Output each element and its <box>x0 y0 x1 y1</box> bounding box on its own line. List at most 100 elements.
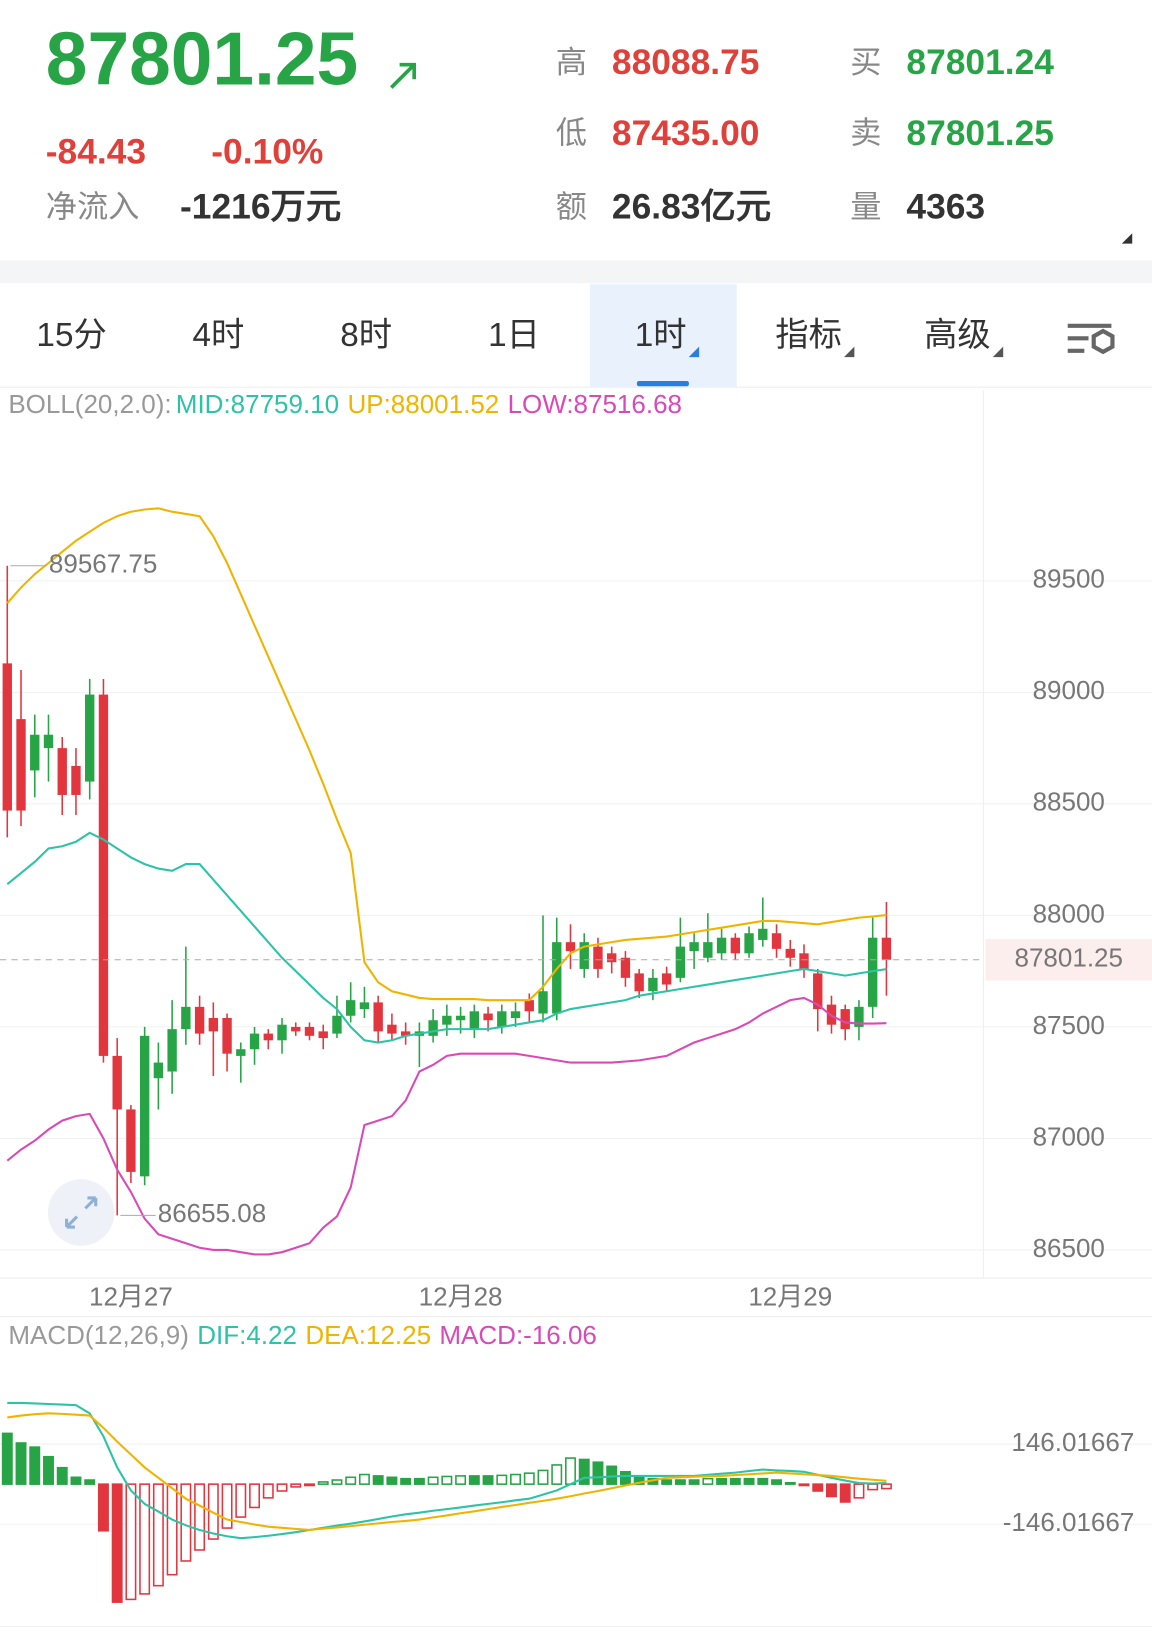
macd-bar <box>853 1483 865 1499</box>
macd-bar <box>729 1477 741 1485</box>
candle-body <box>785 948 795 958</box>
legend-entry: MACD:-16.06 <box>439 1320 597 1350</box>
macd-bar <box>331 1479 343 1485</box>
macd-bar <box>771 1479 782 1485</box>
tab[interactable]: 1时 <box>635 317 687 354</box>
fullscreen-button[interactable] <box>47 1179 115 1246</box>
tab-highlight <box>590 284 737 388</box>
candle-body <box>868 937 878 1007</box>
macd-bar <box>880 1483 892 1490</box>
candle-body <box>565 942 576 952</box>
macd-bar <box>482 1475 494 1485</box>
macd-bar <box>276 1483 288 1492</box>
y-tick-label: 89500 <box>1033 564 1105 594</box>
y-tick-label: 86500 <box>1033 1233 1105 1263</box>
macd-bar <box>413 1477 425 1485</box>
bid: 87801.24 <box>906 43 1054 82</box>
tab-underline <box>636 381 689 387</box>
y-tick-label: 88000 <box>1033 898 1105 928</box>
macd-line <box>7 1412 887 1532</box>
macd-bar <box>1 1432 13 1485</box>
tab[interactable]: 4时 <box>193 317 245 354</box>
macd-bar <box>97 1483 109 1532</box>
candle-body <box>139 1035 150 1177</box>
macd-bar <box>867 1483 879 1491</box>
macd-bar <box>757 1477 769 1485</box>
candle-body <box>455 1015 466 1021</box>
candle-body <box>249 1033 260 1050</box>
y-tick-label: 89000 <box>1033 675 1105 705</box>
candle-body <box>510 1011 521 1018</box>
boll-line <box>6 996 887 1256</box>
last-price-tag <box>985 938 1152 981</box>
macd-bar <box>125 1483 137 1601</box>
candle-body <box>524 1000 534 1012</box>
macd-bar <box>304 1483 315 1487</box>
tab[interactable]: 1日 <box>488 317 540 354</box>
candle-body <box>304 1026 315 1036</box>
legend-entry: MID:87759.10 <box>176 389 339 419</box>
dropdown-triangle <box>688 346 700 358</box>
dropdown-triangle <box>843 346 855 358</box>
candle-body <box>236 1049 246 1056</box>
indicator-label: BOLL(20,2.0): <box>8 389 171 419</box>
macd-bar <box>523 1472 535 1485</box>
macd-bar <box>839 1483 851 1503</box>
candle-body <box>277 1024 287 1041</box>
candle-body <box>30 734 40 771</box>
expand-corner[interactable] <box>1121 233 1133 244</box>
macd-bar <box>496 1474 508 1485</box>
candle-body <box>263 1033 273 1041</box>
candle-body <box>373 1002 383 1032</box>
candle-body <box>799 953 809 969</box>
candle-body <box>634 973 644 992</box>
tab[interactable]: 指标 <box>775 317 842 354</box>
candle-body <box>98 694 109 1056</box>
high-label: 高 <box>556 45 587 80</box>
candle-body <box>854 1006 864 1027</box>
macd-bar <box>537 1469 549 1485</box>
y-tick-label: 88500 <box>1033 787 1105 817</box>
macd-bar <box>441 1475 453 1485</box>
macd-bar <box>345 1476 357 1485</box>
macd-bar <box>386 1476 398 1485</box>
macd-bar <box>812 1483 824 1492</box>
y-tick-label: 146.01667 <box>1011 1427 1134 1457</box>
macd-bar <box>290 1483 302 1488</box>
candle-body <box>126 1109 136 1172</box>
candle-body <box>607 953 617 963</box>
inflow-label: 净流入 <box>46 190 140 225</box>
last-price: 87801.25 <box>46 16 358 100</box>
macd-bar <box>688 1479 700 1485</box>
macd-bar <box>619 1471 631 1485</box>
candle-body <box>2 663 12 811</box>
legend-entry: DIF:4.22 <box>197 1320 297 1350</box>
boll-line <box>6 507 887 1002</box>
macd-bar <box>592 1461 604 1485</box>
y-tick-label: 87000 <box>1033 1121 1105 1151</box>
tab[interactable]: 15分 <box>36 317 106 354</box>
candle-body <box>112 1055 122 1110</box>
ask-label: 卖 <box>850 116 881 151</box>
candle-body <box>620 957 631 978</box>
macd-bar <box>702 1477 714 1485</box>
macd-bar <box>56 1466 68 1485</box>
macd-bar <box>716 1477 728 1485</box>
macd-bar <box>358 1473 370 1485</box>
macd-bar <box>111 1483 123 1603</box>
candle-body <box>840 1009 850 1030</box>
tab[interactable]: 8时 <box>340 317 392 354</box>
settings-icon[interactable] <box>1067 323 1115 355</box>
bid-label: 买 <box>850 45 881 80</box>
candle-body <box>579 942 589 969</box>
max-label: 89567.75 <box>49 549 157 579</box>
candle-body <box>85 694 95 782</box>
candle-body <box>428 1020 438 1036</box>
macd-bar <box>468 1475 480 1485</box>
candle-body <box>744 933 754 954</box>
tab[interactable]: 高级 <box>924 317 991 354</box>
candle-body <box>661 973 672 985</box>
macd-bar <box>551 1464 563 1485</box>
